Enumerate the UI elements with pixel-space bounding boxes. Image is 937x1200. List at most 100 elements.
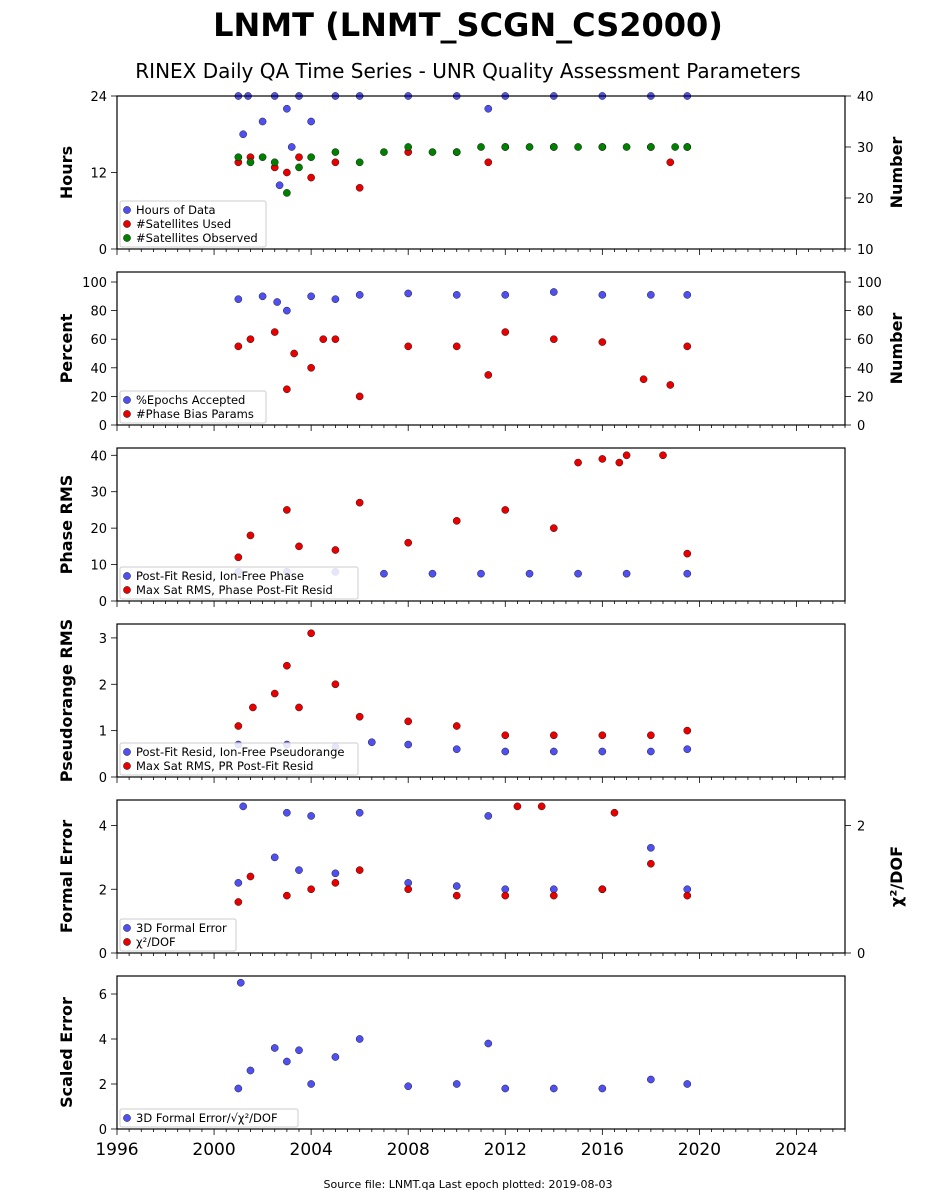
y-tick-label: 0	[99, 1123, 107, 1138]
data-point	[610, 808, 619, 817]
y-tick-label: 20	[90, 522, 107, 537]
data-point	[355, 392, 364, 401]
data-point	[501, 891, 510, 900]
data-point	[287, 143, 296, 151]
data-point	[234, 553, 243, 562]
data-point	[647, 143, 655, 151]
y-right-tick-label: 60	[857, 333, 874, 348]
y-tick-label: 1	[99, 725, 107, 740]
data-point	[319, 335, 328, 344]
plot-frame	[116, 95, 846, 250]
data-point	[290, 349, 298, 358]
x-tick-label: 2008	[387, 1140, 430, 1160]
y-right-tick-label: 20	[857, 192, 874, 207]
legend-marker	[123, 748, 131, 756]
y-tick-label: 80	[90, 305, 107, 320]
data-point	[355, 183, 364, 192]
data-point	[615, 458, 624, 467]
data-point	[647, 747, 655, 756]
data-point	[273, 298, 281, 306]
legend: 3D Formal Error/√χ²/DOF	[119, 1108, 299, 1128]
data-point	[331, 869, 340, 878]
y-right-tick-label: 20	[857, 390, 874, 405]
data-point	[307, 117, 315, 126]
data-point	[647, 859, 655, 868]
y-right-tick-label: 2	[857, 820, 865, 835]
data-point	[501, 143, 510, 151]
data-point	[307, 629, 315, 638]
y-right-tick-label: 40	[857, 90, 874, 105]
data-point	[283, 385, 291, 394]
data-point	[550, 288, 558, 296]
data-point	[477, 143, 485, 151]
legend-label: #Satellites Observed	[136, 231, 258, 245]
x-tick-label: 2020	[678, 1140, 721, 1160]
y-tick-label: 2	[99, 678, 107, 693]
source-footer: Source file: LNMT.qa Last epoch plotted:…	[324, 1178, 613, 1191]
data-point	[295, 153, 303, 161]
data-point	[258, 153, 267, 161]
data-point	[647, 731, 655, 740]
legend-box	[119, 742, 359, 776]
data-point	[246, 872, 255, 881]
legend-box	[119, 200, 267, 248]
data-point	[598, 885, 607, 894]
data-point	[270, 328, 279, 336]
data-point	[331, 158, 340, 167]
y-axis-label: Formal Error	[57, 820, 76, 933]
data-point	[501, 291, 510, 299]
data-point	[355, 291, 364, 299]
y-tick-label: 12	[90, 167, 107, 182]
data-point	[598, 338, 607, 346]
plot-frame	[116, 975, 846, 1130]
data-point	[484, 1039, 493, 1048]
y-tick-label: 40	[90, 362, 107, 377]
data-point	[404, 740, 413, 749]
data-point	[550, 143, 558, 151]
data-point	[501, 731, 510, 740]
data-point	[355, 808, 364, 817]
data-point	[307, 364, 315, 372]
legend-label: Hours of Data	[136, 203, 216, 217]
y-tick-label: 100	[82, 276, 107, 291]
data-point	[331, 335, 340, 344]
data-point	[239, 130, 247, 139]
data-point	[283, 189, 291, 197]
legend-marker	[123, 938, 131, 946]
data-point	[622, 569, 631, 578]
data-point	[550, 524, 558, 532]
panel-4: 0 1 2 3 Pseudorange RMS Post-Fit Resid, Ion-F…	[57, 619, 846, 786]
data-point	[598, 455, 607, 463]
data-point	[659, 451, 667, 460]
legend-box	[119, 390, 267, 424]
plot-frame	[116, 447, 846, 602]
data-point	[367, 738, 376, 747]
data-point	[683, 1080, 692, 1088]
data-point	[270, 1044, 279, 1052]
legend-marker	[123, 1114, 131, 1122]
y-tick-label: 4	[99, 1033, 107, 1048]
data-point	[307, 885, 315, 894]
data-point	[574, 143, 582, 151]
data-point	[283, 306, 291, 315]
data-point	[275, 181, 284, 190]
data-point	[404, 538, 413, 547]
data-point	[598, 143, 607, 151]
x-tick-label: 2012	[484, 1140, 527, 1160]
data-point	[598, 291, 607, 299]
y-tick-label: 10	[90, 559, 107, 574]
data-point	[639, 375, 648, 384]
data-point	[683, 143, 692, 151]
data-point	[452, 1080, 461, 1088]
y-axis-label: Hours	[57, 146, 76, 199]
data-point	[258, 117, 267, 126]
data-point	[307, 812, 315, 820]
data-point	[270, 158, 279, 167]
data-point	[234, 722, 243, 730]
legend-marker	[123, 206, 131, 214]
data-point	[683, 885, 692, 894]
legend-label: #Phase Bias Params	[136, 407, 254, 421]
data-point	[550, 747, 558, 756]
